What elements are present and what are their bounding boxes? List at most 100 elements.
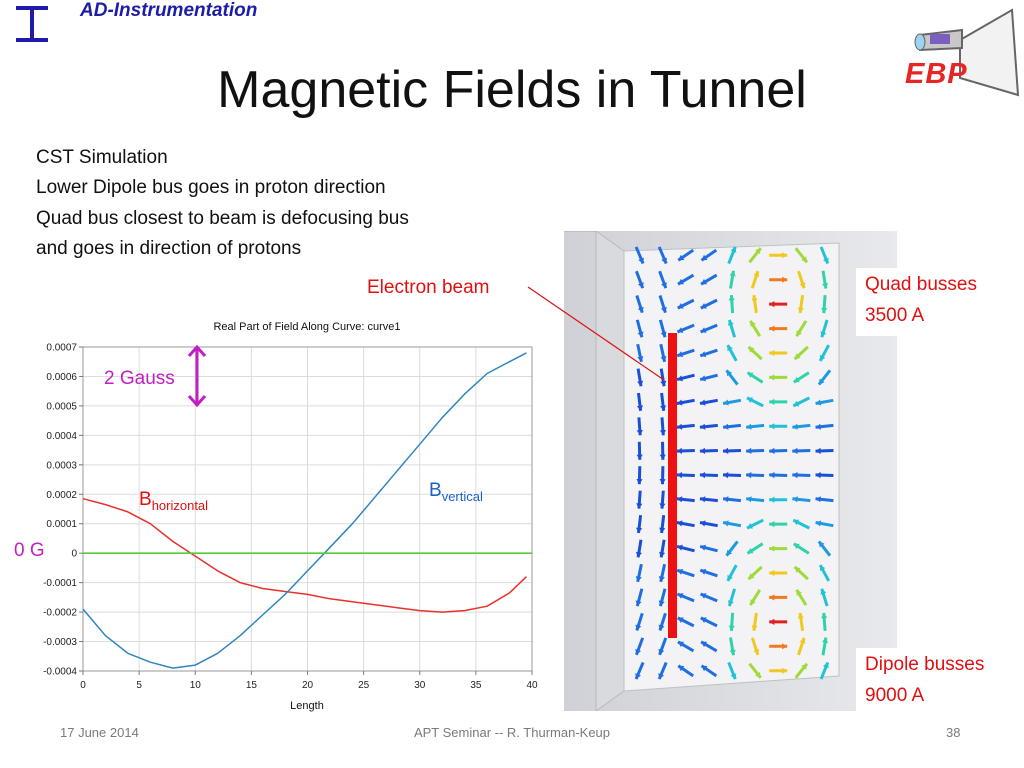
field-arrow-head (746, 472, 752, 479)
field-arrow-head (677, 568, 684, 575)
field-arrow-head (700, 544, 706, 551)
field-arrow-head (796, 330, 802, 337)
field-arrow-head (636, 527, 643, 533)
field-arrow-head (794, 566, 801, 573)
y-axis: 0.0007 0.0006 0.0005 0.0004 0.0003 0.0002 0.00… (43, 343, 83, 678)
description-line-3: Quad bus closest to beam is defocusing b… (36, 208, 409, 229)
field-arrow-head (769, 325, 775, 332)
x-tick-label: 30 (414, 680, 426, 691)
field-arrow-head (815, 472, 821, 479)
field-arrow-head (660, 331, 667, 338)
x-tick-label: 20 (302, 680, 314, 691)
field-arrow-head (723, 423, 729, 430)
y-tick-label: 0.0001 (46, 519, 77, 530)
ebp-logo-text: EBP (905, 58, 968, 90)
x-tick-label: 40 (526, 680, 538, 691)
field-arrow-head (677, 351, 684, 358)
field-arrow-head (797, 307, 804, 313)
x-tick-label: 15 (246, 680, 258, 691)
slide-title: Magnetic Fields in Tunnel (217, 61, 807, 119)
field-arrow-head (676, 472, 682, 479)
field-arrow-head (815, 399, 822, 406)
field-arrow-head (658, 576, 665, 582)
y-tick-label: 0.0002 (46, 490, 77, 501)
field-arrow-head (635, 648, 642, 655)
field-arrow-head (658, 600, 665, 607)
field-arrow-head (823, 662, 829, 669)
field-arrow-head (818, 541, 825, 548)
field-arrow-head (635, 673, 641, 680)
field-arrow-head (700, 303, 707, 309)
field-arrow-head (821, 612, 828, 619)
field-arrow-head (726, 549, 733, 556)
field-arrow-head (660, 380, 667, 387)
field-arrow-head (677, 593, 684, 599)
field-arrow-head (769, 569, 775, 577)
y-tick-label: -0.0002 (43, 608, 77, 619)
field-arrow-head (635, 551, 642, 558)
field-arrow-head (701, 665, 708, 672)
footer-page-number: 38 (946, 725, 961, 740)
field-arrow-head (723, 496, 729, 503)
field-arrow-head (636, 430, 643, 436)
field-arrow-head (635, 576, 642, 582)
field-arrow-head (676, 423, 683, 430)
field-arrow-head (819, 565, 826, 572)
field-arrow-head (637, 331, 644, 338)
quad-busses-label: Quad busses (865, 274, 977, 295)
field-arrow-head (678, 641, 684, 648)
field-arrow-head (700, 617, 707, 623)
field-arrow-head (782, 252, 788, 259)
field-arrow-head (723, 399, 729, 406)
y-tick-label: -0.0001 (43, 578, 77, 589)
electron-gun-logo-icon (914, 8, 1020, 97)
field-arrow-head (755, 671, 761, 678)
field-arrow-head (700, 568, 707, 575)
field-arrow-head (661, 257, 667, 264)
field-arrow-head (769, 398, 775, 405)
field-arrow-head (676, 399, 683, 406)
zero-field-label: 0 G (14, 540, 45, 561)
y-tick-label: 0.0007 (46, 343, 77, 354)
field-arrow-head (769, 374, 775, 381)
b-vertical-sub: vertical (441, 489, 483, 504)
series-line-bhorizontal (82, 497, 527, 613)
field-arrow-head (728, 295, 735, 301)
field-arrow-head (750, 320, 756, 327)
x-axis-label: Length (290, 700, 324, 712)
field-arrow-head (799, 637, 806, 644)
field-arrow-head (727, 600, 734, 607)
field-arrow-head (819, 354, 826, 361)
field-arrow-head (678, 254, 685, 261)
dipole-busses-label: Dipole busses (865, 654, 985, 675)
quad-busses-box: Quad busses 3500 A (856, 268, 1024, 336)
field-arrow-head (701, 641, 708, 648)
field-arrow-head (659, 479, 666, 485)
field-arrow-head (815, 496, 821, 503)
field-arrow-head (748, 346, 755, 353)
field-arrow-head (660, 306, 667, 313)
field-arrow-head (769, 594, 775, 601)
field-arrow-head (701, 254, 708, 261)
field-arrow-head (755, 248, 761, 255)
y-tick-label: -0.0003 (43, 637, 77, 648)
y-tick-label: 0.0003 (46, 460, 77, 471)
field-arrow-head (782, 643, 788, 650)
field-arrow-head (769, 447, 775, 454)
field-arrow-head (727, 574, 733, 581)
gauss-scale-label: 2 Gauss (104, 368, 175, 389)
field-arrow-head (794, 353, 801, 360)
gauss-scale-arrow-icon (187, 344, 207, 408)
field-arrow-head (661, 282, 667, 289)
electron-beam-bar (668, 333, 677, 638)
field-arrow-head (730, 246, 737, 253)
footer-center: APT Seminar -- R. Thurman-Keup (413, 725, 611, 740)
field-arrow-head (660, 405, 667, 411)
field-arrow-head (676, 520, 683, 527)
field-arrow-head (820, 331, 827, 338)
field-arrow-head (730, 673, 737, 680)
field-arrow-head (678, 278, 684, 285)
chart-title: Real Part of Field Along Curve: curve1 (213, 321, 400, 333)
field-arrow-head (769, 618, 775, 625)
field-arrow-head (792, 423, 798, 430)
